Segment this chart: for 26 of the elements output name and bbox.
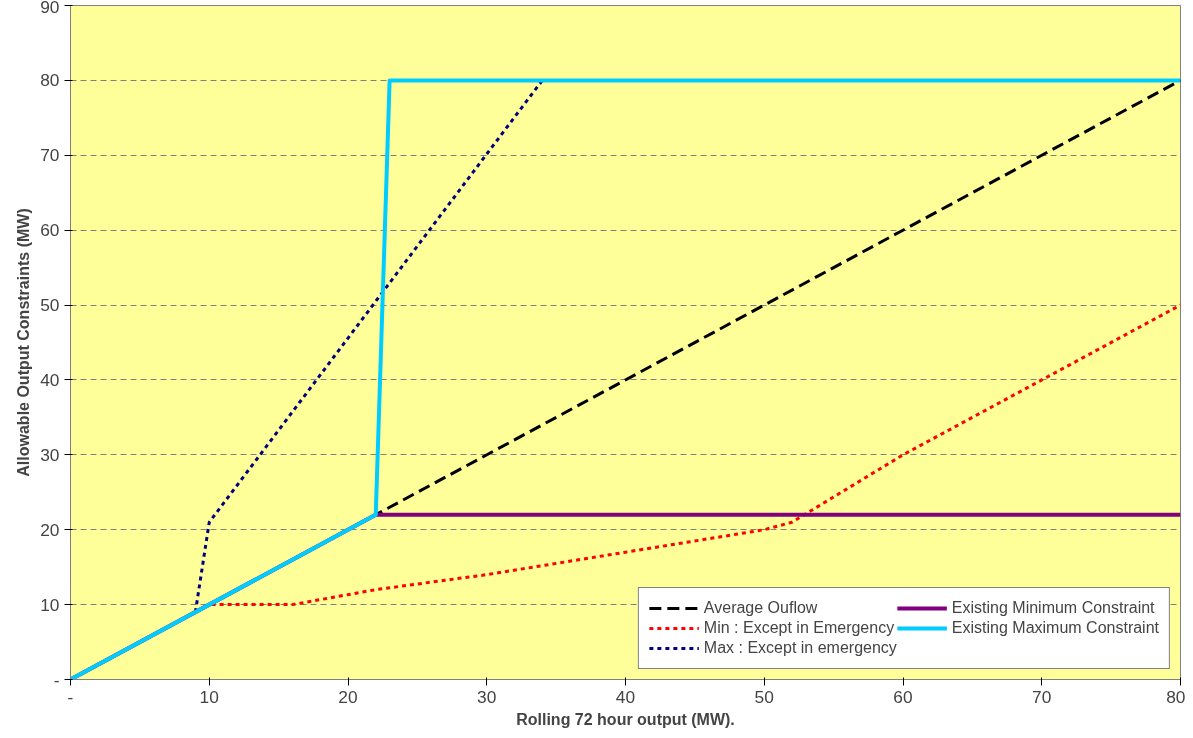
x-tick-label: 80 (1166, 686, 1186, 707)
x-tick-label: 20 (338, 686, 358, 707)
legend-label: Max : Except in emergency (703, 639, 897, 657)
y-tick-label: 70 (40, 145, 60, 166)
legend-label: Average Ouflow (703, 599, 818, 617)
legend-label: Min : Except in Emergency (703, 619, 895, 637)
legend-label: Existing Maximum Constraint (951, 619, 1159, 637)
x-tick-label: 70 (1032, 686, 1052, 707)
x-tick-label: 60 (893, 686, 913, 707)
y-tick-label: - (53, 669, 60, 690)
y-tick-label: 50 (40, 295, 60, 316)
x-tick-label: 40 (615, 686, 636, 707)
x-tick-label: 50 (754, 686, 774, 707)
y-tick-label: 10 (40, 594, 60, 615)
x-tick-label: 10 (199, 686, 219, 707)
y-tick-label: 90 (40, 0, 60, 17)
y-tick-label: 20 (40, 519, 60, 540)
y-tick-label: 30 (40, 444, 60, 465)
y-axis-title: Allowable Output Constraints (MW) (15, 208, 33, 477)
y-tick-label: 60 (40, 220, 60, 241)
x-tick-label: 30 (477, 686, 497, 707)
y-tick-label: 80 (40, 70, 60, 91)
x-axis-title: Rolling 72 hour output (MW). (516, 710, 735, 728)
y-tick-label: 40 (40, 369, 60, 390)
x-tick-label: - (67, 686, 74, 707)
legend-label: Existing Minimum Constraint (951, 599, 1155, 617)
